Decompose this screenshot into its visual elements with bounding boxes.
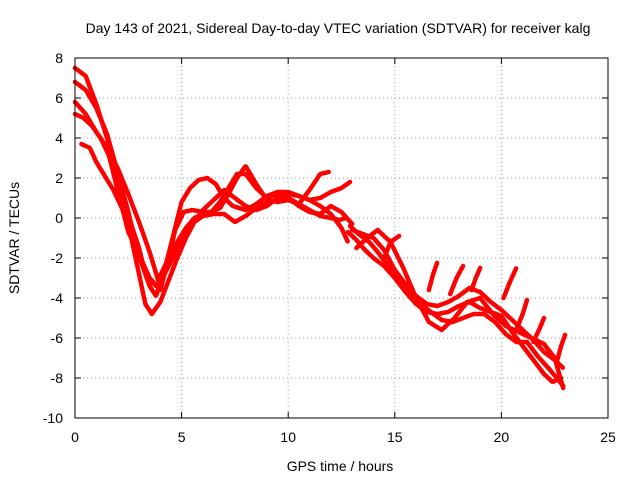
y-tick-label: 0 (55, 210, 63, 226)
y-tick-label: -6 (51, 330, 64, 346)
y-axis-label: SDTVAR / TECUs (6, 182, 22, 294)
chart-title: Day 143 of 2021, Sidereal Day-to-day VTE… (86, 20, 591, 36)
x-tick-label: 15 (387, 429, 403, 445)
series-track-5 (79, 141, 355, 289)
y-tick-label: 4 (55, 130, 63, 146)
x-axis-label: GPS time / hours (287, 458, 394, 474)
series-track-16 (554, 331, 568, 365)
plot-frame (74, 57, 609, 419)
y-tick-label: -4 (51, 290, 64, 306)
series-track-11 (447, 263, 466, 297)
x-tick-label: 20 (494, 429, 510, 445)
axis-ticks: 0 5 10 15 20 25 -10 -8 -6 -4 -2 0 2 4 6 8 (43, 50, 616, 445)
series-track-12 (469, 265, 483, 293)
series-track-13 (501, 265, 519, 301)
series-track-6 (345, 229, 564, 385)
y-tick-label: 6 (55, 90, 63, 106)
x-tick-label: 5 (178, 429, 186, 445)
x-tick-label: 10 (280, 429, 296, 445)
data-series (72, 65, 568, 391)
y-tick-label: 8 (55, 50, 63, 66)
y-tick-label: -10 (43, 410, 63, 426)
y-tick-label: 2 (55, 170, 63, 186)
y-tick-label: -8 (51, 370, 64, 386)
series-track-15 (531, 315, 547, 345)
series-track-10 (426, 259, 440, 293)
x-tick-label: 25 (600, 429, 616, 445)
x-tick-label: 0 (71, 429, 79, 445)
y-tick-label: -2 (51, 250, 64, 266)
series-track-17 (381, 233, 402, 261)
series-track-14 (514, 297, 530, 333)
